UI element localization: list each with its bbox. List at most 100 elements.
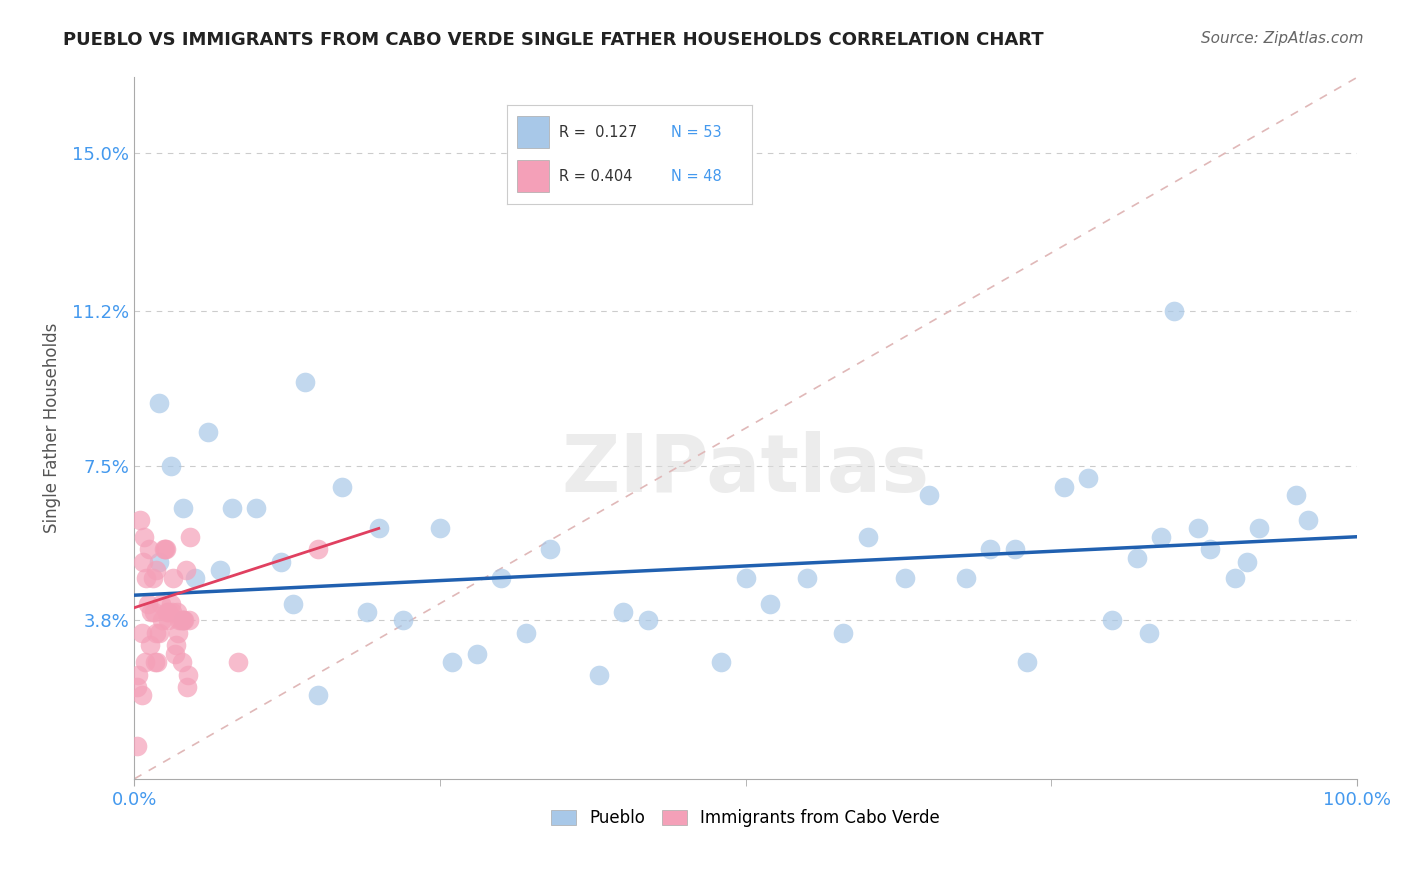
Point [208,563,231,577]
Point [142,605,165,619]
Point [157,605,180,619]
Point [141,605,163,619]
Point [125,739,148,753]
Point [979,542,1001,557]
Point [955,572,977,586]
Point [245,500,267,515]
Point [759,597,782,611]
Point [270,555,292,569]
Point [134,655,156,669]
Point [170,655,193,669]
Point [163,647,186,661]
Point [441,655,464,669]
Point [179,613,201,627]
Point [294,376,316,390]
Legend: Pueblo, Immigrants from Cabo Verde: Pueblo, Immigrants from Cabo Verde [544,803,946,834]
Point [221,500,243,515]
Point [157,613,180,627]
Point [142,572,165,586]
Point [143,655,166,669]
Point [465,647,488,661]
Point [1163,304,1185,318]
Point [173,613,195,627]
Point [170,613,193,627]
Point [796,572,818,586]
Point [226,655,249,669]
Point [1223,572,1246,586]
Text: Source: ZipAtlas.com: Source: ZipAtlas.com [1201,31,1364,46]
Point [127,667,149,681]
Point [429,521,451,535]
Point [1296,513,1319,527]
Point [1150,530,1173,544]
Point [1004,542,1026,557]
Point [145,625,167,640]
Point [136,597,159,611]
Point [489,572,512,586]
Point [177,667,200,681]
Text: PUEBLO VS IMMIGRANTS FROM CABO VERDE SINGLE FATHER HOUSEHOLDS CORRELATION CHART: PUEBLO VS IMMIGRANTS FROM CABO VERDE SIN… [63,31,1043,49]
Point [131,689,153,703]
Point [160,597,183,611]
Point [330,480,353,494]
Point [392,613,415,627]
Point [172,500,194,515]
Point [367,521,389,535]
Point [150,597,173,611]
Point [135,572,157,586]
Point [138,542,160,557]
Point [162,572,184,586]
Point [150,613,173,627]
Point [1137,625,1160,640]
Point [165,638,187,652]
Point [856,530,879,544]
Point [132,530,155,544]
Point [145,563,167,577]
Point [131,625,153,640]
Point [172,613,194,627]
Point [612,605,634,619]
Point [734,572,756,586]
Point [176,680,198,694]
Point [1285,488,1308,502]
Point [129,513,152,527]
Point [125,680,148,694]
Point [153,542,176,557]
Point [1126,550,1149,565]
Point [1101,613,1123,627]
Y-axis label: Single Father Households: Single Father Households [44,323,60,533]
Point [166,605,188,619]
Point [893,572,915,586]
Point [1199,542,1222,557]
Point [710,655,733,669]
Point [169,613,191,627]
Point [197,425,219,440]
Point [174,563,197,577]
Point [172,613,194,627]
Point [307,542,329,557]
Point [148,555,170,569]
Point [1077,471,1099,485]
Point [155,542,177,557]
Point [515,625,537,640]
Point [184,572,207,586]
Point [179,530,201,544]
Point [637,613,659,627]
Point [1187,521,1209,535]
Point [167,625,190,640]
Point [283,597,305,611]
Point [538,542,561,557]
Point [918,488,941,502]
Point [1052,480,1074,494]
Point [832,625,855,640]
Point [152,542,174,557]
Point [356,605,378,619]
Point [132,555,155,569]
Point [148,625,170,640]
Point [148,396,170,410]
Point [156,605,179,619]
Point [160,458,183,473]
Point [139,638,162,652]
Point [1015,655,1038,669]
Point [1249,521,1271,535]
